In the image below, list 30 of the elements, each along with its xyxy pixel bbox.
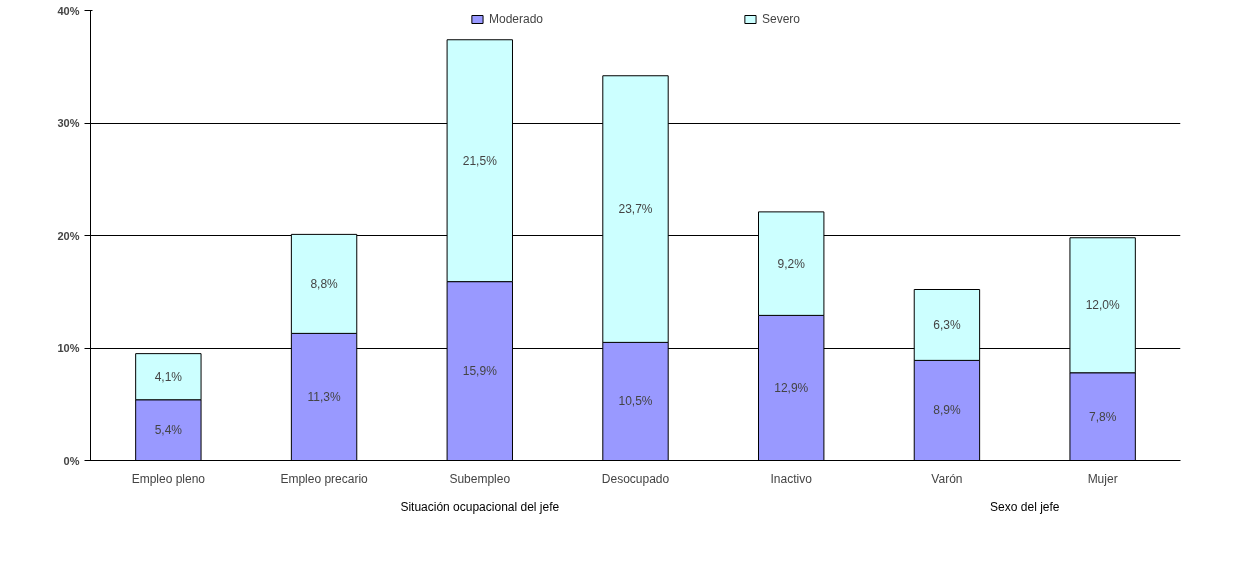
y-tick-label: 0% (63, 454, 80, 467)
y-tick-label: 40% (57, 4, 80, 17)
y-tick-label: 30% (57, 117, 80, 129)
x-tick-label: Desocupado (601, 471, 670, 486)
data-label: 10,5% (618, 394, 653, 409)
x-tick-label: Empleo precario (280, 471, 369, 486)
y-tick-label: 10% (57, 342, 80, 354)
x-tick-label: Mujer (1087, 471, 1118, 486)
data-label: 11,3% (307, 389, 341, 404)
data-label: 21,5% (462, 153, 498, 168)
y-tick-label: 20% (57, 229, 80, 242)
legend-label: Moderado (488, 12, 544, 26)
legend-label: Severo (762, 12, 801, 26)
data-label: 8,8% (310, 276, 339, 291)
data-label: 6,3% (933, 317, 961, 332)
data-label: 15,9% (462, 364, 498, 379)
data-label: 7,8% (1088, 409, 1117, 424)
x-tick-label: Inactivo (770, 471, 813, 486)
data-label: 23,7% (618, 202, 653, 217)
x-tick-label: Subempleo (449, 471, 511, 486)
data-label: 12,9% (774, 380, 809, 395)
data-label: 9,2% (777, 256, 806, 271)
text: Situación ocupacional del jefe (400, 499, 560, 514)
x-tick-label: Varón (931, 471, 963, 486)
data-label: 5,4% (154, 423, 183, 438)
text: Sexo del jefe (990, 499, 1060, 514)
data-label: 8,9% (933, 403, 961, 418)
x-tick-label: Empleo pleno (131, 471, 206, 486)
data-label: 12,0% (1085, 298, 1120, 313)
data-label: 4,1% (154, 369, 183, 384)
